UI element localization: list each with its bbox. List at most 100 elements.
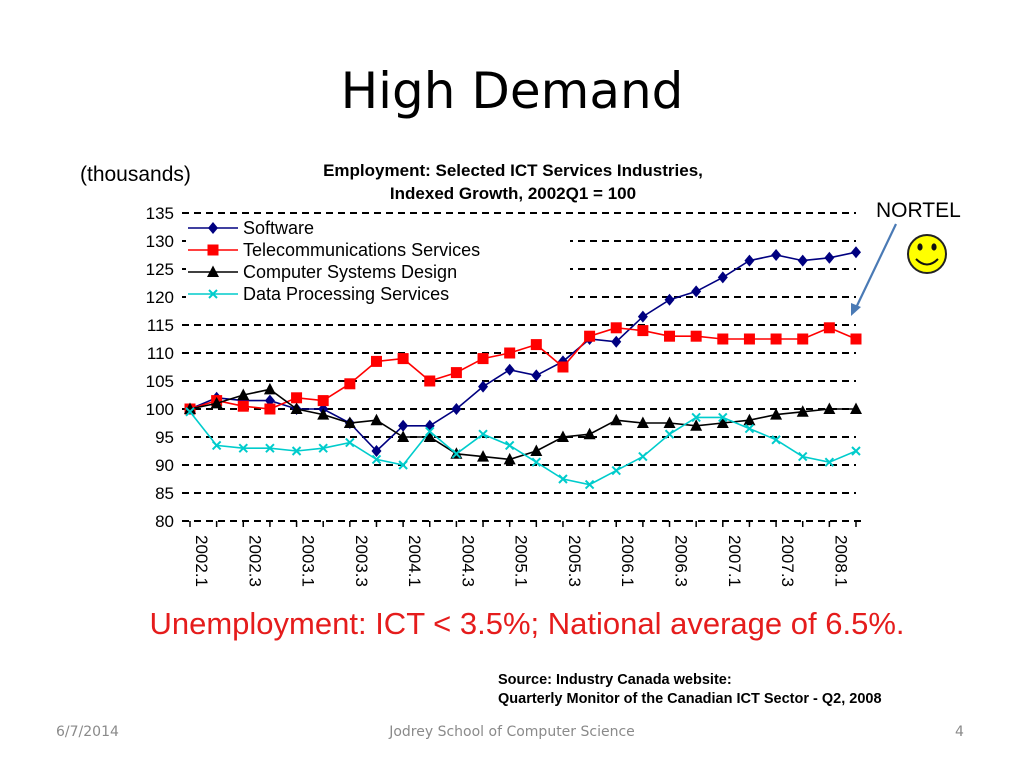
- data-point: [504, 363, 515, 376]
- series-line: [189, 326, 857, 410]
- data-point: [690, 330, 702, 342]
- y-tick-label: 85: [155, 484, 174, 503]
- data-point: [583, 427, 596, 440]
- data-point: [208, 289, 218, 299]
- source-line-1: Source: Industry Canada website:: [498, 672, 732, 688]
- data-point: [718, 412, 728, 423]
- footer-center-text: Jodrey School of Computer Science: [389, 724, 635, 740]
- data-point: [744, 254, 755, 267]
- data-point: [478, 380, 489, 393]
- x-tick-label: 2003.3: [352, 535, 371, 587]
- data-point: [584, 479, 595, 490]
- data-point: [290, 402, 303, 414]
- legend-label: Data Processing Services: [243, 284, 449, 304]
- data-point: [207, 265, 219, 277]
- data-point: [398, 419, 409, 432]
- data-point: [717, 271, 728, 284]
- data-point: [557, 361, 569, 373]
- data-point: [477, 450, 490, 462]
- data-point: [291, 446, 302, 456]
- x-tick-label: 2002.3: [245, 535, 264, 587]
- data-point: [371, 454, 382, 465]
- data-point: [345, 437, 355, 448]
- data-point: [478, 429, 488, 439]
- data-point: [425, 426, 435, 437]
- data-point: [771, 435, 781, 445]
- data-point: [851, 446, 861, 456]
- data-point: [610, 322, 622, 334]
- chart-title-line2: Indexed Growth, 2002Q1 = 100: [390, 184, 636, 203]
- footer-date: 6/7/2014: [56, 724, 119, 740]
- x-tick-label: 2005.1: [512, 535, 531, 587]
- data-point: [558, 474, 568, 484]
- data-point: [823, 402, 836, 414]
- data-point: [796, 405, 809, 417]
- x-tick-label: 2008.1: [831, 535, 850, 587]
- series-layer: [184, 246, 862, 490]
- data-point: [531, 369, 542, 382]
- y-tick-label: 90: [155, 456, 174, 475]
- data-point: [317, 395, 329, 407]
- data-point: [850, 402, 862, 414]
- data-point: [611, 465, 621, 476]
- slide-title: High Demand: [340, 62, 684, 120]
- data-point: [690, 419, 703, 431]
- data-point: [208, 222, 218, 234]
- data-point: [743, 333, 755, 345]
- data-point: [637, 325, 649, 337]
- x-tick-label: 2004.3: [458, 535, 477, 587]
- data-point: [210, 396, 223, 409]
- x-tick-label: 2003.1: [299, 535, 318, 587]
- data-point: [716, 416, 729, 428]
- data-point: [664, 429, 675, 439]
- legend-label: Software: [243, 218, 314, 238]
- data-point: [530, 444, 543, 456]
- y-tick-label: 135: [146, 204, 174, 223]
- data-point: [263, 382, 276, 395]
- series-line: [189, 411, 857, 486]
- y-tick-label: 80: [155, 512, 174, 531]
- data-point: [237, 388, 250, 400]
- data-point: [770, 408, 783, 420]
- legend-label: Computer Systems Design: [243, 262, 457, 282]
- x-tick-label: 2006.3: [672, 535, 691, 587]
- data-point: [771, 249, 782, 261]
- data-point: [423, 430, 436, 442]
- data-point: [291, 392, 303, 404]
- data-point: [451, 403, 462, 415]
- data-point: [638, 451, 648, 462]
- data-point: [797, 254, 808, 267]
- data-point: [238, 443, 248, 453]
- data-point: [185, 407, 195, 417]
- y-tick-label: 120: [146, 288, 174, 307]
- data-point: [451, 449, 462, 459]
- units-label: (thousands): [80, 163, 191, 186]
- data-point: [691, 412, 701, 423]
- data-point: [691, 285, 702, 298]
- source-line-2: Quarterly Monitor of the Canadian ICT Se…: [498, 691, 882, 707]
- y-tick-label: 105: [146, 372, 174, 391]
- data-point: [530, 339, 542, 351]
- y-tick-label: 130: [146, 232, 174, 251]
- data-point: [636, 416, 649, 428]
- data-point: [610, 413, 623, 426]
- data-point: [450, 367, 462, 379]
- data-point: [237, 400, 249, 412]
- data-point: [397, 430, 410, 442]
- data-point: [504, 347, 516, 359]
- data-point: [264, 403, 276, 415]
- x-tick-label: 2006.1: [618, 535, 637, 587]
- chart-title-line1: Employment: Selected ICT Services Indust…: [323, 161, 703, 180]
- data-point: [371, 445, 382, 457]
- data-point: [824, 251, 835, 264]
- data-point: [184, 402, 196, 414]
- data-point: [637, 310, 648, 323]
- data-point: [343, 416, 356, 428]
- data-point: [823, 322, 835, 334]
- data-point: [663, 416, 676, 428]
- y-tick-label: 115: [147, 316, 174, 335]
- data-point: [743, 413, 756, 426]
- data-point: [317, 408, 330, 420]
- y-tick-label: 110: [147, 344, 174, 363]
